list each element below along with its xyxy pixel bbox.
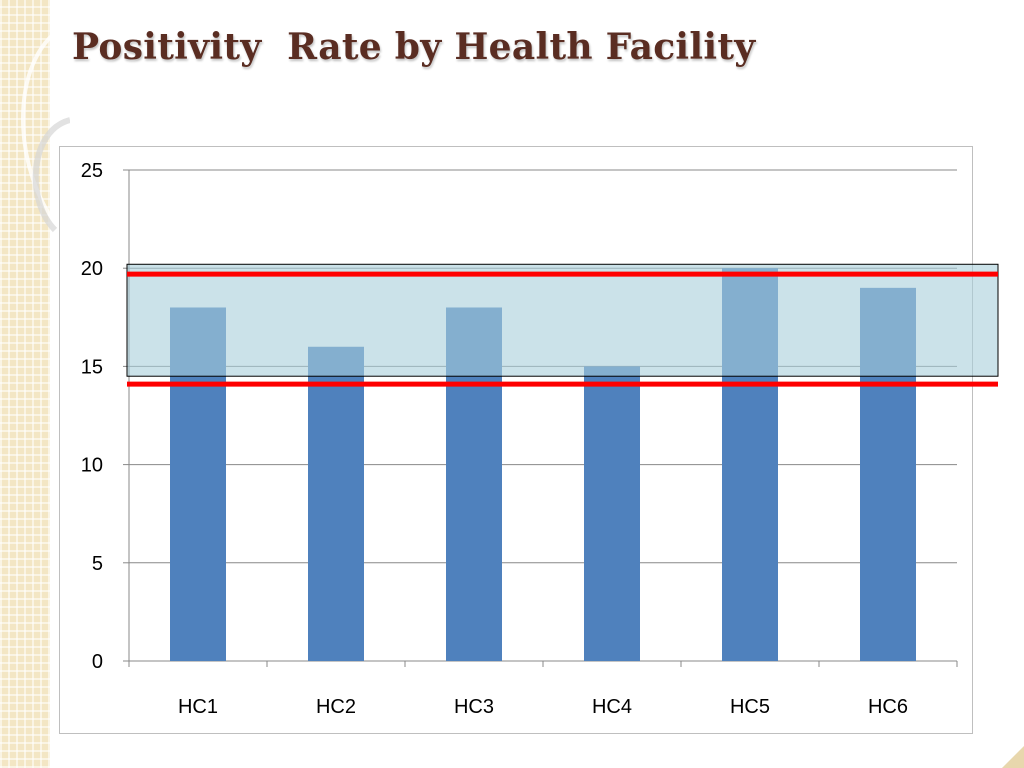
x-tick-label: HC3: [454, 696, 494, 718]
y-tick-label: 20: [81, 258, 103, 280]
bar-hc2: [308, 346, 364, 661]
slide-title: Positivity Rate by Health Facility: [72, 26, 756, 68]
x-tick-label: HC5: [730, 696, 770, 718]
x-tick-label: HC6: [868, 696, 908, 718]
y-tick-label: 10: [81, 455, 103, 477]
highlight-band: [126, 263, 999, 377]
bar-hc4: [584, 366, 640, 661]
y-tick-label: 15: [81, 356, 103, 378]
decorative-rings: [21, 26, 70, 234]
y-tick-label: 5: [92, 553, 103, 575]
page-corner: [1002, 746, 1024, 768]
x-tick-label: HC2: [316, 696, 356, 718]
y-tick-label: 25: [81, 160, 103, 182]
y-tick-label: 0: [92, 651, 103, 673]
x-tick-label: HC1: [178, 696, 218, 718]
x-tick-label: HC4: [592, 696, 632, 718]
